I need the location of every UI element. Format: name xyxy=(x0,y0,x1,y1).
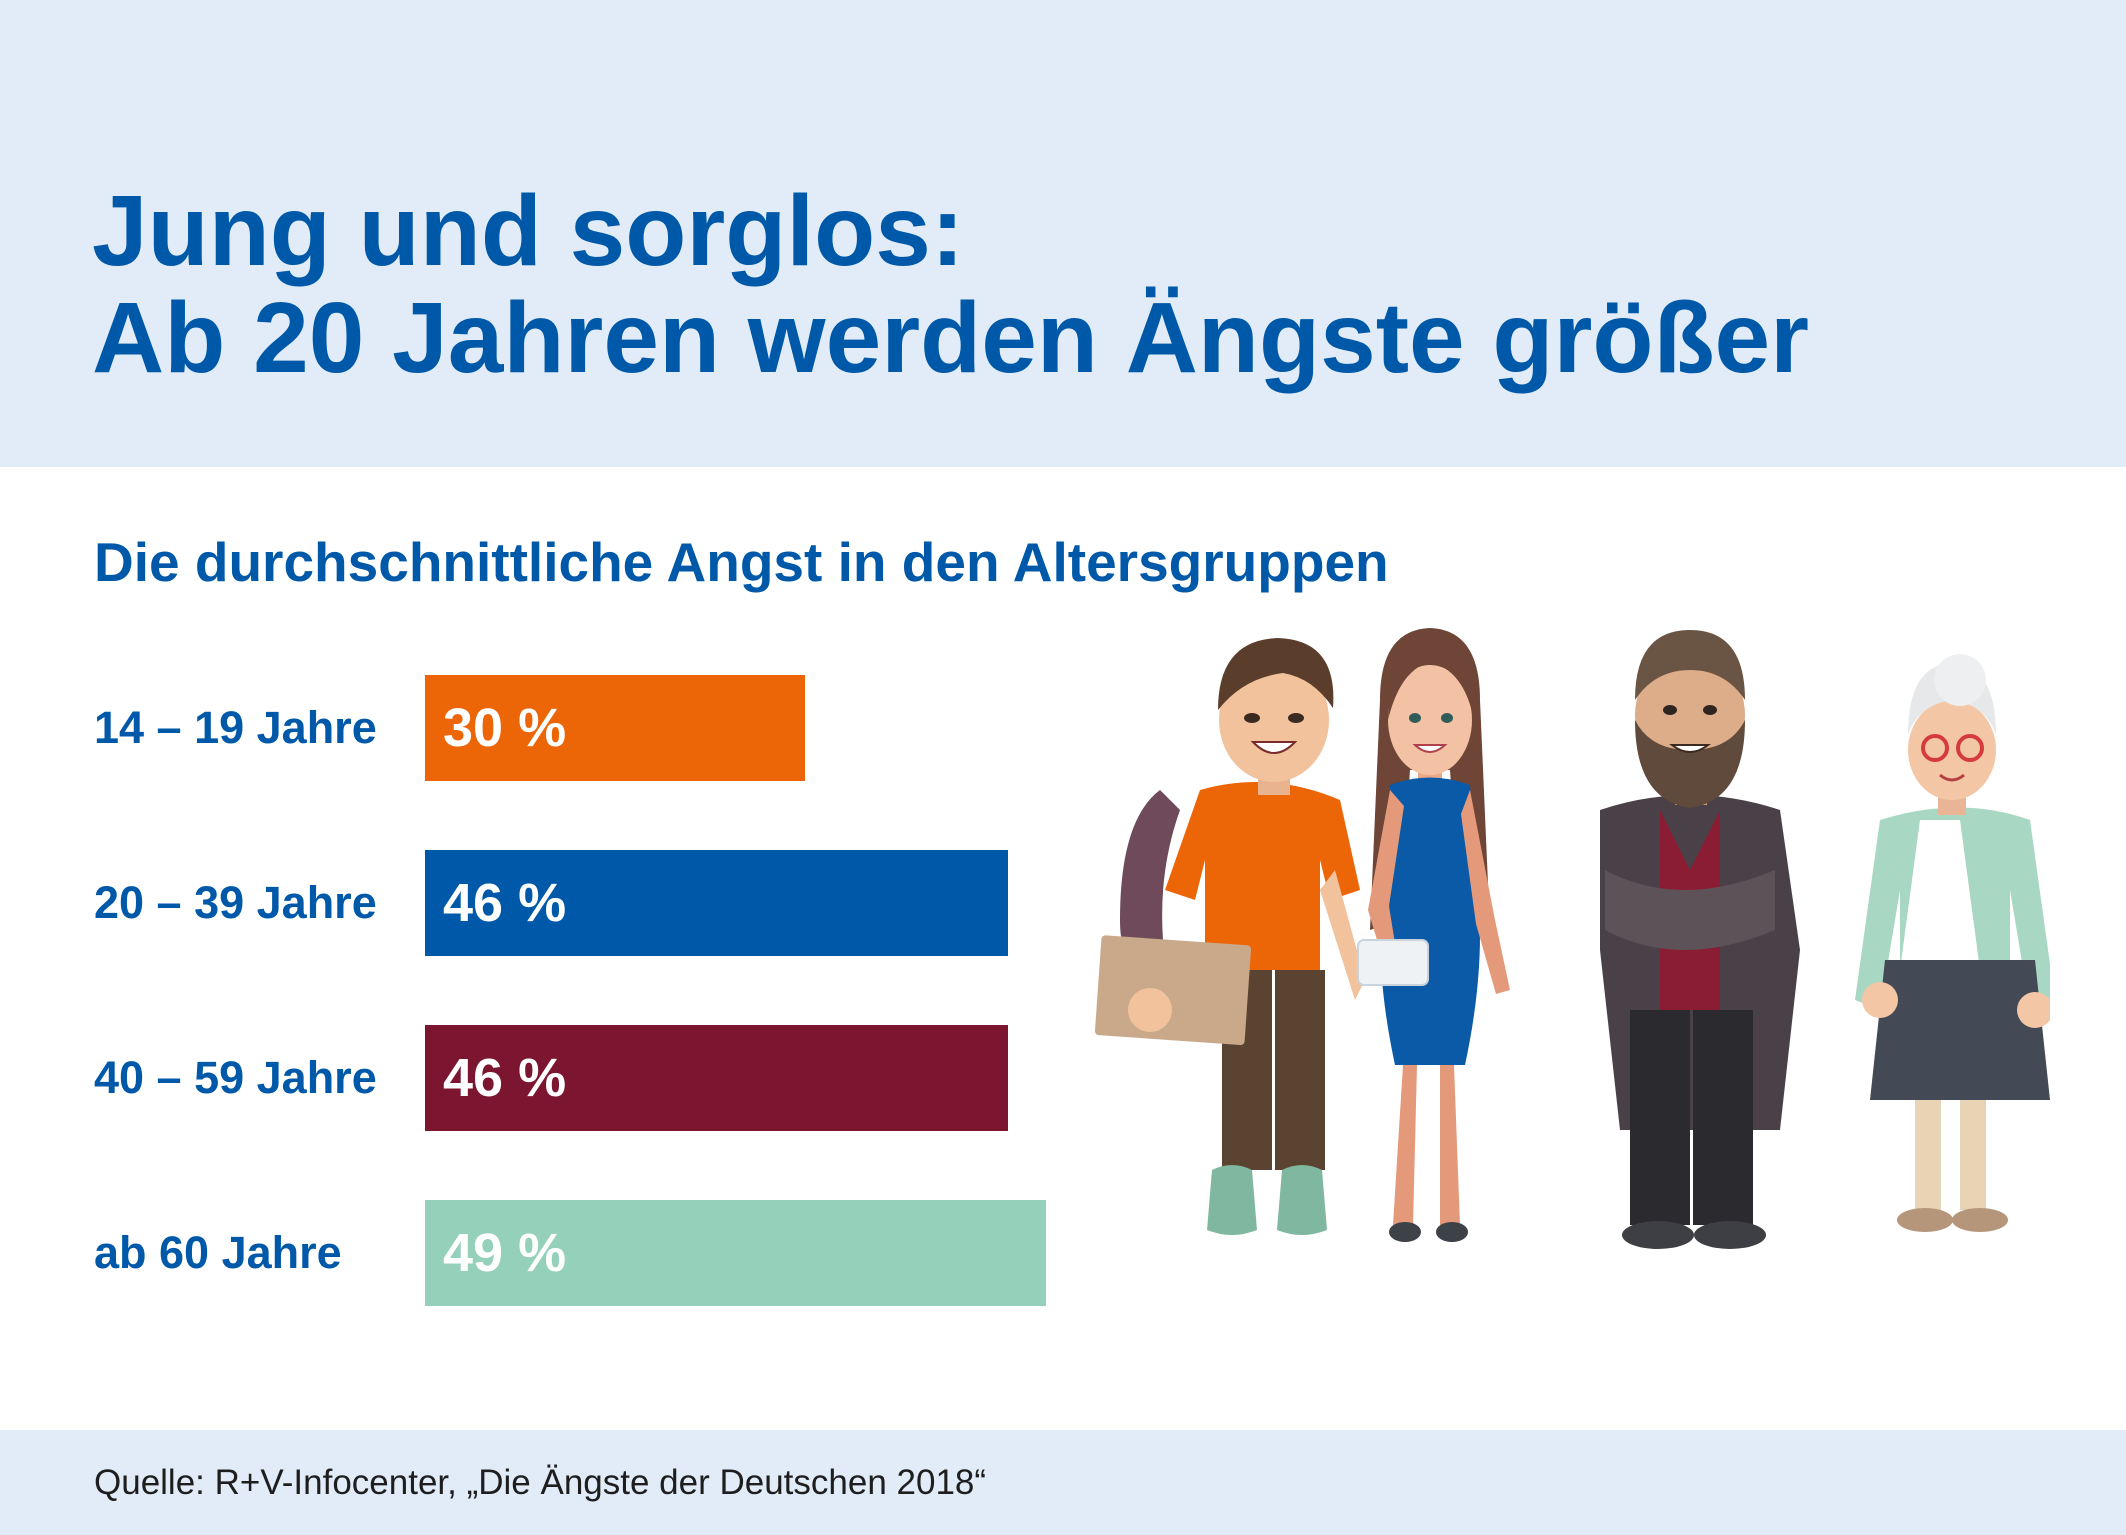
bar-value-label: 49 % xyxy=(443,1223,567,1283)
category-label: ab 60 Jahre xyxy=(94,1227,342,1278)
bar: 30 % xyxy=(425,675,805,781)
people-illustration xyxy=(1094,628,2050,1249)
young-man-icon xyxy=(1094,638,1365,1235)
header-banner: Jung und sorglos: Ab 20 Jahren werden Än… xyxy=(0,0,2126,467)
bar-value-label: 30 % xyxy=(443,698,567,758)
bar-value-label: 46 % xyxy=(443,873,567,933)
young-woman-icon xyxy=(1357,628,1510,1242)
category-label: 14 – 19 Jahre xyxy=(94,702,377,753)
elderly-woman-icon xyxy=(1855,654,2050,1232)
chart-subtitle: Die durchschnittliche Angst in den Alter… xyxy=(94,531,1389,593)
bar: 46 % xyxy=(425,1025,1008,1131)
page-title: Jung und sorglos: Ab 20 Jahren werden Än… xyxy=(92,178,1809,392)
bar: 49 % xyxy=(425,1200,1046,1306)
source-note: Quelle: R+V-Infocenter, „Die Ängste der … xyxy=(94,1463,987,1502)
bar: 46 % xyxy=(425,850,1008,956)
category-label: 40 – 59 Jahre xyxy=(94,1052,377,1103)
title-line-2: Ab 20 Jahren werden Ängste größer xyxy=(92,282,1810,394)
title-line-1: Jung und sorglos: xyxy=(92,175,965,287)
bearded-man-icon xyxy=(1600,630,1800,1249)
bar-value-label: 46 % xyxy=(443,1048,567,1108)
category-label: 20 – 39 Jahre xyxy=(94,877,377,928)
footer-banner xyxy=(0,1430,2126,1535)
bar-chart: 14 – 19 Jahre 30 % 20 – 39 Jahre 46 % 40 – 5… xyxy=(0,640,1100,1320)
